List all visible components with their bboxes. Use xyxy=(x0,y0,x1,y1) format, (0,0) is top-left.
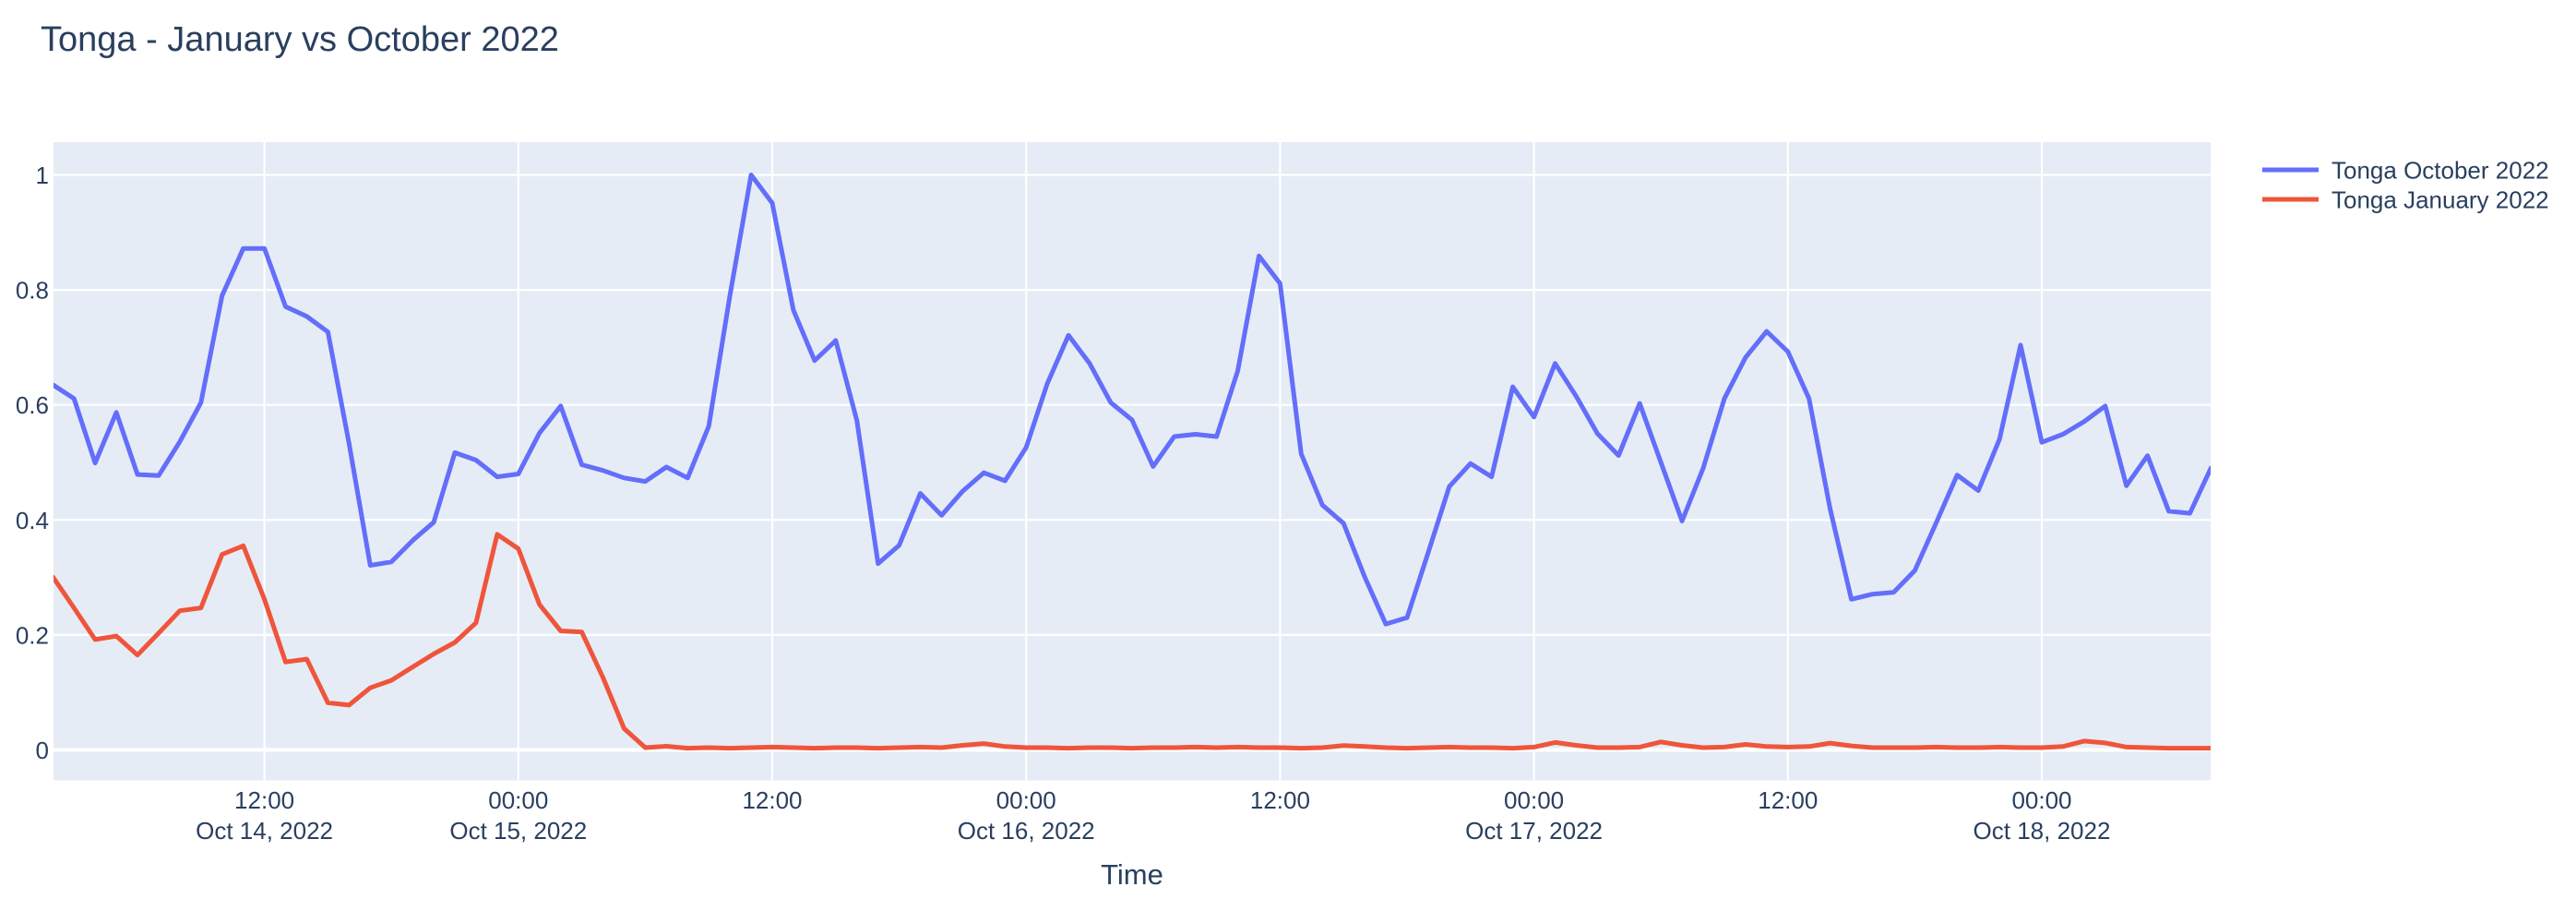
svg-text:Tonga October 2022: Tonga October 2022 xyxy=(2332,157,2549,185)
svg-text:Oct 16, 2022: Oct 16, 2022 xyxy=(958,817,1095,845)
svg-text:12:00: 12:00 xyxy=(742,786,802,814)
svg-text:0.8: 0.8 xyxy=(16,277,49,305)
svg-text:12:00: 12:00 xyxy=(234,786,294,814)
svg-text:00:00: 00:00 xyxy=(488,786,548,814)
svg-text:Tonga - January vs October 202: Tonga - January vs October 2022 xyxy=(41,20,559,59)
svg-text:0.2: 0.2 xyxy=(16,621,49,649)
svg-text:Time: Time xyxy=(1101,858,1163,891)
svg-text:00:00: 00:00 xyxy=(1504,786,1564,814)
svg-text:Oct 18, 2022: Oct 18, 2022 xyxy=(1974,817,2111,845)
svg-text:1: 1 xyxy=(36,162,49,189)
svg-text:Oct 15, 2022: Oct 15, 2022 xyxy=(449,817,587,845)
svg-text:12:00: 12:00 xyxy=(1250,786,1310,814)
svg-text:Tonga January 2022: Tonga January 2022 xyxy=(2332,186,2549,214)
svg-text:0.4: 0.4 xyxy=(16,507,49,534)
svg-text:00:00: 00:00 xyxy=(2011,786,2071,814)
svg-text:0: 0 xyxy=(36,737,49,764)
svg-text:Oct 14, 2022: Oct 14, 2022 xyxy=(196,817,333,845)
svg-text:00:00: 00:00 xyxy=(996,786,1056,814)
svg-text:0.6: 0.6 xyxy=(16,391,49,419)
svg-text:12:00: 12:00 xyxy=(1758,786,1818,814)
svg-text:Oct 17, 2022: Oct 17, 2022 xyxy=(1465,817,1603,845)
